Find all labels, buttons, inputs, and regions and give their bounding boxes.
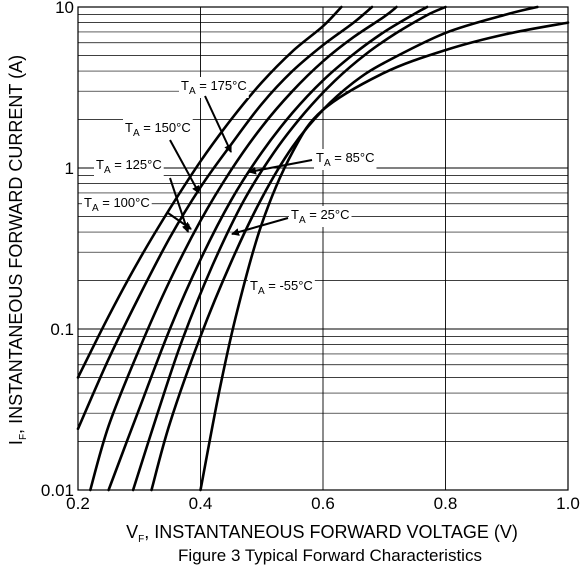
series-label: TA = 85°C xyxy=(248,149,377,175)
series-label: TA = 100°C xyxy=(82,194,192,230)
series-label-arrow xyxy=(231,217,289,236)
series-line xyxy=(199,21,570,492)
tick-labels: 0.2 0.4 0.6 0.8 1.0 0.01 0.1 1 10 xyxy=(41,0,580,513)
series-label: TA = 175°C xyxy=(179,77,249,153)
series-line xyxy=(76,5,343,379)
y-tick-label: 0.01 xyxy=(41,481,74,500)
series-label: TA = 150°C xyxy=(123,119,200,194)
x-tick-label: 0.8 xyxy=(434,494,458,513)
x-tick-label: 0.4 xyxy=(189,494,213,513)
series-line xyxy=(131,5,447,492)
series-line xyxy=(89,5,398,492)
series-curves xyxy=(76,5,570,492)
y-axis-title: IF, INSTANTANEOUS FORWARD CURRENT (A) xyxy=(6,55,29,445)
series-label-arrow xyxy=(248,159,313,175)
series-label-bg xyxy=(289,206,352,227)
series-label-arrow xyxy=(167,212,192,230)
series-label-arrow xyxy=(169,139,200,194)
x-tick-label: 1.0 xyxy=(556,494,580,513)
series-label-arrow xyxy=(204,95,232,153)
series-label-bg xyxy=(94,156,164,177)
series-label-text: TA = 150°C xyxy=(125,120,191,139)
series-label-bg xyxy=(82,194,152,215)
series-label: TA = 25°C xyxy=(231,206,352,236)
series-label-text: TA = -55°C xyxy=(250,278,313,297)
series-label-text: TA = 85°C xyxy=(316,150,375,169)
series-label-bg xyxy=(248,277,315,298)
x-axis-title: VF, INSTANTANEOUS FORWARD VOLTAGE (V) xyxy=(126,522,518,545)
series-label-bg xyxy=(314,149,377,170)
series-label-text: TA = 25°C xyxy=(291,207,350,226)
y-tick-label: 1 xyxy=(65,159,74,178)
y-tick-label: 0.1 xyxy=(50,320,74,339)
plot-frame xyxy=(77,6,569,491)
x-tick-label: 0.2 xyxy=(66,494,90,513)
series-label-text: TA = 100°C xyxy=(84,195,150,214)
series-annotations: TA = 175°C TA = 150°C TA = 125°C TA = 100°C… xyxy=(82,77,377,298)
series-label-text: TA = 175°C xyxy=(181,78,247,97)
series-label-bg xyxy=(123,119,193,140)
series-label: TA = -55°C xyxy=(248,277,315,298)
x-tick-label: 0.6 xyxy=(311,494,335,513)
series-label-text: TA = 125°C xyxy=(96,157,162,176)
chart-caption: Figure 3 Typical Forward Characteristics xyxy=(178,546,482,565)
series-line xyxy=(107,5,429,492)
series-label-bg xyxy=(179,77,249,98)
y-tick-label: 10 xyxy=(55,0,74,17)
